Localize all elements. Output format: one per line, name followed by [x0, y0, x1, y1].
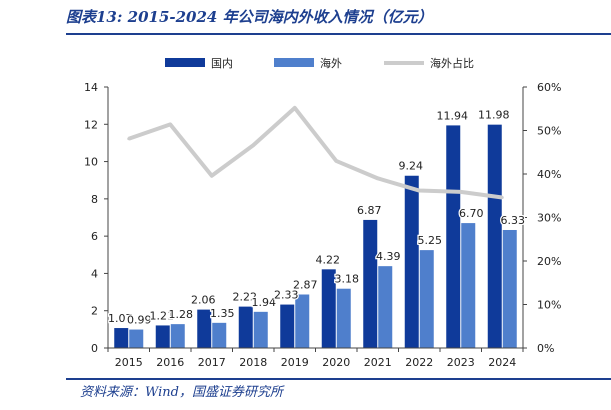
value-label-domestic-2017: 2.06: [191, 294, 216, 307]
revenue-chart: 国内 海外 海外占比 0 2 4 6 8 10 12 14 0% 10% 20% 30% 40% 50% 60…: [84, 56, 561, 369]
x-axis: 2015 2016 2017 2018 2019 2020 2021 2022 2023 2024: [107, 347, 524, 369]
share-point-2023: [459, 190, 463, 194]
share-line-series: [127, 105, 504, 200]
value-label-overseas-2017: 1.35: [210, 307, 235, 320]
figure-title: 图表13: 2015-2024 年公司海内外收入情况（亿元）: [66, 8, 433, 26]
value-label-domestic-2023: 11.94: [437, 109, 469, 122]
value-label-domestic-2018: 2.22: [233, 291, 258, 304]
bar-domestic-2015: [114, 328, 129, 348]
bar-overseas-2019: [295, 294, 310, 348]
left-axis-tick-label: 12: [84, 118, 98, 131]
left-axis-tick-label: 10: [84, 156, 98, 169]
value-label-overseas-2022: 5.25: [418, 234, 443, 247]
share-point-2021: [376, 176, 380, 180]
value-label-overseas-2016: 1.28: [169, 308, 194, 321]
x-axis-tick-label: 2023: [447, 356, 475, 369]
share-point-2020: [334, 159, 338, 163]
share-point-2024: [500, 195, 504, 199]
source-divider: [66, 378, 611, 380]
bar-overseas-2020: [336, 288, 351, 348]
left-axis: 0 2 4 6 8 10 12 14: [84, 81, 109, 355]
right-axis: 0% 10% 20% 30% 40% 50% 60%: [522, 81, 561, 355]
legend-swatch-domestic: [165, 58, 205, 67]
bar-domestic-2023: [446, 125, 461, 348]
value-label-overseas-2021: 4.39: [376, 250, 401, 263]
left-axis-tick-label: 8: [91, 193, 98, 206]
value-label-domestic-2024: 11.98: [478, 109, 510, 122]
legend-label-share: 海外占比: [430, 56, 474, 70]
bar-overseas-2016: [170, 324, 185, 348]
x-axis-tick-label: 2017: [198, 356, 226, 369]
x-axis-tick-label: 2019: [281, 356, 309, 369]
value-label-domestic-2020: 4.22: [316, 253, 341, 266]
value-label-domestic-2021: 6.87: [357, 204, 382, 217]
share-point-2018: [251, 143, 255, 147]
value-label-overseas-2018: 1.94: [252, 296, 277, 309]
bar-overseas-2017: [212, 322, 227, 348]
left-axis-tick-label: 0: [91, 342, 98, 355]
value-label-overseas-2015: 0.99: [127, 314, 152, 327]
bar-overseas-2015: [129, 329, 144, 348]
chart-legend: 国内 海外 海外占比: [165, 56, 474, 70]
share-point-2015: [127, 137, 131, 141]
bar-overseas-2024: [502, 229, 517, 348]
source-note: 资料来源：Wind，国盛证券研究所: [80, 385, 283, 400]
x-axis-tick-label: 2021: [364, 356, 392, 369]
x-axis-tick-label: 2020: [322, 356, 350, 369]
bar-overseas-2018: [253, 311, 268, 348]
share-point-2016: [168, 122, 172, 126]
right-axis-tick-label: 60%: [537, 81, 561, 94]
bar-domestic-2021: [363, 219, 378, 348]
share-point-2017: [210, 174, 214, 178]
bar-overseas-2023: [461, 223, 476, 348]
right-axis-tick-label: 20%: [537, 255, 561, 268]
value-label-domestic-2015: 1.07: [108, 312, 133, 325]
bar-series: [114, 124, 517, 348]
bar-value-labels: 1.070.991.211.282.061.35 2.221.942.332.87…: [107, 107, 527, 327]
left-axis-tick-label: 2: [91, 305, 98, 318]
x-axis-tick-label: 2015: [115, 356, 143, 369]
bar-domestic-2024: [487, 124, 502, 348]
value-label-domestic-2019: 2.33: [274, 289, 299, 302]
bar-overseas-2021: [378, 266, 393, 348]
right-axis-tick-label: 10%: [537, 299, 561, 312]
bar-overseas-2022: [419, 250, 434, 348]
right-axis-tick-label: 50%: [537, 125, 561, 138]
bar-domestic-2016: [155, 325, 170, 348]
bar-domestic-2020: [321, 269, 336, 348]
left-axis-tick-label: 4: [91, 267, 98, 280]
bar-domestic-2018: [238, 306, 253, 348]
right-axis-tick-label: 40%: [537, 168, 561, 181]
right-axis-tick-label: 0%: [537, 342, 554, 355]
bar-domestic-2017: [197, 309, 212, 348]
left-axis-tick-label: 14: [84, 81, 98, 94]
share-point-2022: [417, 189, 421, 193]
legend-label-overseas: 海外: [320, 56, 342, 70]
x-axis-tick-label: 2022: [405, 356, 433, 369]
x-axis-tick-label: 2024: [488, 356, 516, 369]
value-label-overseas-2023: 6.70: [459, 207, 484, 220]
legend-swatch-overseas: [274, 58, 314, 67]
title-divider: [66, 33, 611, 35]
value-label-domestic-2016: 1.21: [150, 309, 175, 322]
value-label-domestic-2022: 9.24: [399, 160, 424, 173]
x-axis-tick-label: 2016: [156, 356, 184, 369]
x-axis-tick-label: 2018: [239, 356, 267, 369]
share-point-2019: [293, 106, 297, 110]
bar-domestic-2019: [280, 304, 295, 348]
legend-label-domestic: 国内: [211, 56, 233, 70]
value-label-overseas-2020: 3.18: [335, 273, 360, 286]
left-axis-tick-label: 6: [91, 230, 98, 243]
value-label-overseas-2024: 6.33: [501, 214, 526, 227]
value-label-overseas-2019: 2.87: [293, 278, 318, 291]
right-axis-tick-label: 30%: [537, 212, 561, 225]
bar-domestic-2022: [404, 175, 419, 348]
share-line-path: [128, 105, 503, 200]
